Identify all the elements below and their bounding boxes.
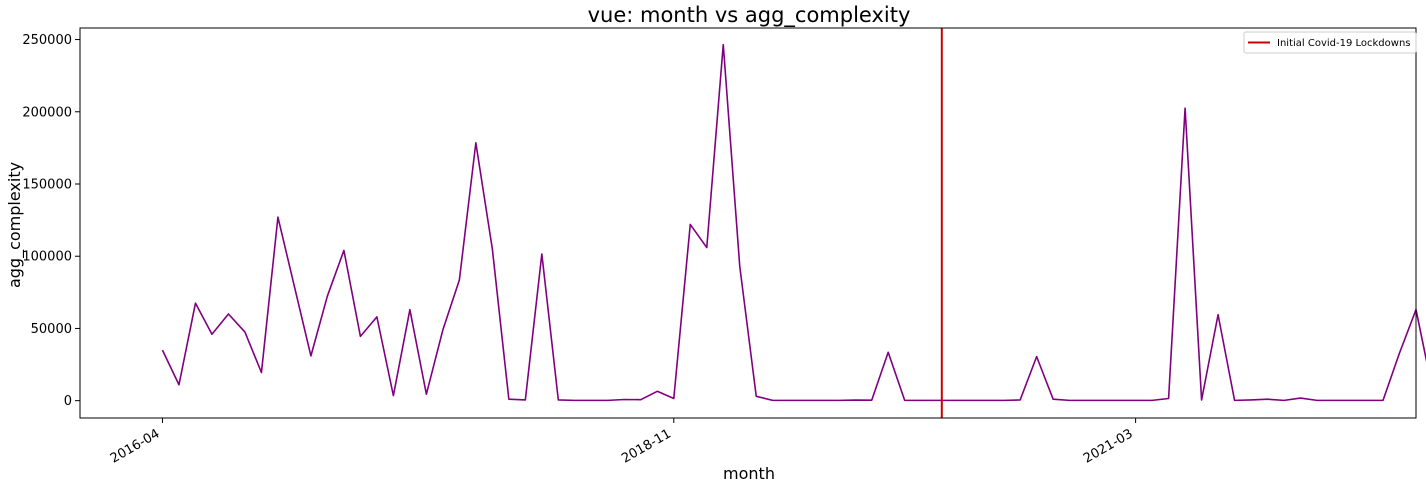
y-axis-label: agg_complexity xyxy=(5,162,25,288)
chart-title: vue: month vs agg_complexity xyxy=(588,3,911,28)
legend: Initial Covid-19 Lockdowns xyxy=(1244,32,1416,53)
y-tick-label: 250000 xyxy=(22,33,72,48)
x-tick-label: 2021-03 xyxy=(1081,426,1136,466)
y-tick-label: 0 xyxy=(64,394,72,409)
legend-label-lockdown: Initial Covid-19 Lockdowns xyxy=(1277,38,1411,49)
x-axis-label: month xyxy=(723,464,775,483)
x-tick-label: 2018-11 xyxy=(619,426,674,466)
y-tick-label: 100000 xyxy=(22,250,72,265)
plot-frame xyxy=(80,28,1416,418)
y-tick-label: 200000 xyxy=(22,105,72,120)
series-line-agg-complexity xyxy=(162,45,1426,401)
x-tick-label: 2016-04 xyxy=(108,426,163,466)
y-tick-label: 50000 xyxy=(31,322,72,337)
y-tick-label: 150000 xyxy=(22,178,72,193)
plot-area: 0 50000 100000 150000 200000 250000 2016-04 201… xyxy=(22,28,1426,467)
